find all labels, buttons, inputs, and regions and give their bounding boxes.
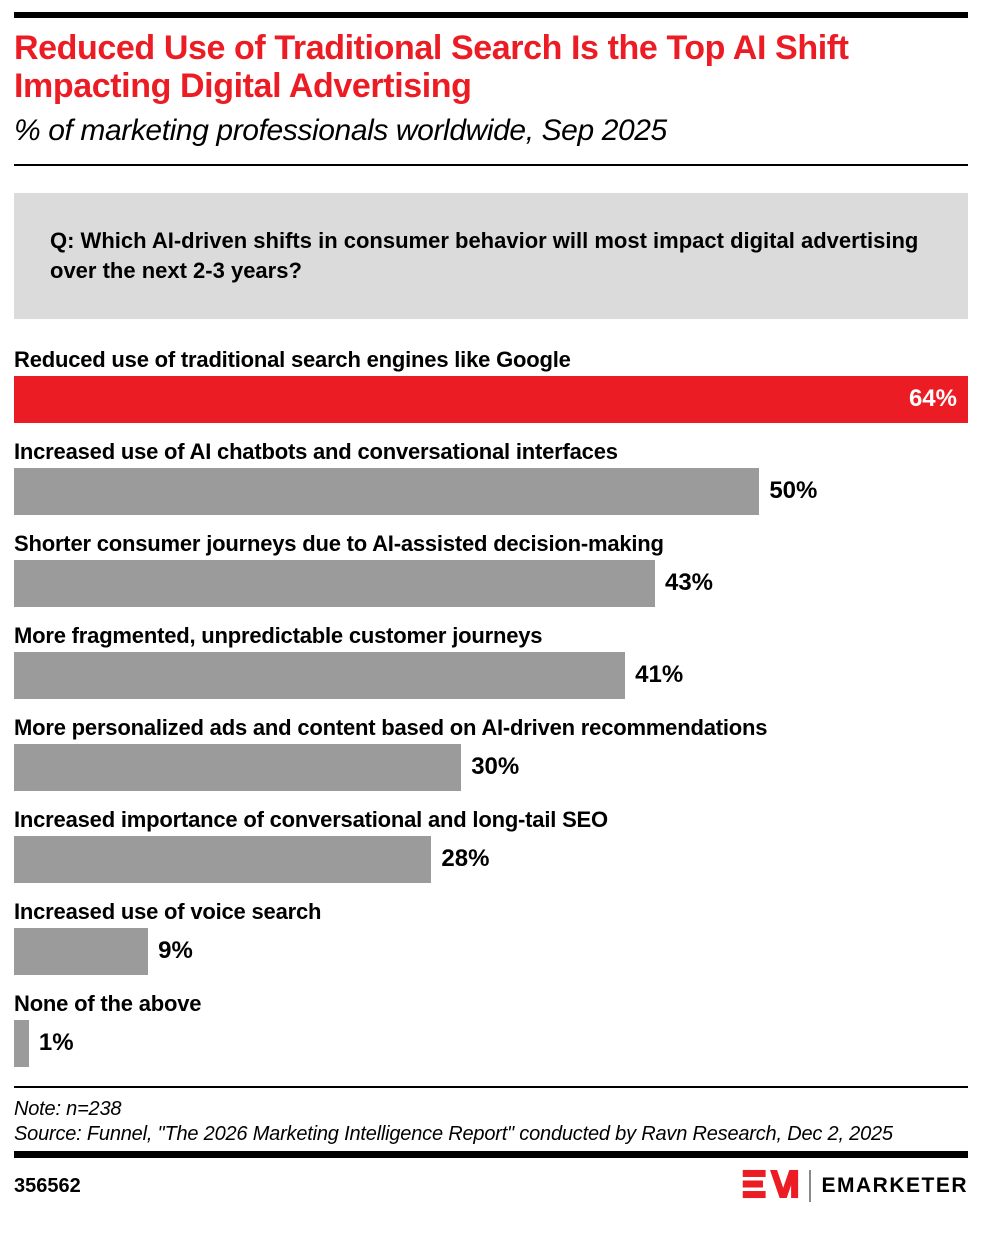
bar-value-label: 1%	[38, 1029, 74, 1057]
emarketer-logo-icon	[741, 1167, 799, 1206]
chart-row: Reduced use of traditional search engine…	[14, 346, 968, 423]
category-label: Shorter consumer journeys due to AI-assi…	[14, 530, 664, 556]
category-label: Increased use of voice search	[14, 898, 322, 924]
bar-track: 64%	[14, 375, 968, 423]
survey-question-box: Q: Which AI-driven shifts in consumer be…	[14, 192, 968, 319]
category-label: None of the above	[14, 990, 202, 1016]
chart-notes: Note: n=238 Source: Funnel, "The 2026 Ma…	[14, 1097, 968, 1147]
chart-row: More personalized ads and content based …	[14, 714, 968, 791]
bar-value-label: 41%	[635, 661, 684, 689]
footer-bar: 356562 EMARKETER	[14, 1167, 968, 1206]
category-label: More personalized ads and content based …	[14, 714, 768, 740]
bar	[14, 1019, 29, 1067]
chart-row: Increased use of AI chatbots and convers…	[14, 438, 968, 515]
bar	[14, 927, 149, 975]
bar	[14, 467, 760, 515]
top-rule	[14, 12, 968, 18]
category-label: Reduced use of traditional search engine…	[14, 346, 571, 372]
bar-track: 1%	[14, 1019, 968, 1067]
bar-track: 43%	[14, 559, 968, 607]
bottom-rule	[14, 1150, 968, 1158]
logo-divider	[809, 1170, 812, 1203]
note-text: Note: n=238	[14, 1097, 122, 1120]
bar	[14, 835, 432, 883]
bar-value-label: 64%	[908, 385, 957, 413]
source-text: Source: Funnel, "The 2026 Marketing Inte…	[14, 1122, 893, 1145]
chart-row: Increased use of voice search 9%	[14, 898, 968, 975]
bar-value-label: 50%	[769, 477, 818, 505]
category-label: Increased use of AI chatbots and convers…	[14, 438, 618, 464]
bar-track: 28%	[14, 835, 968, 883]
bar	[14, 651, 626, 699]
chart-id: 356562	[14, 1174, 81, 1197]
bar-track: 41%	[14, 651, 968, 699]
bar-track: 30%	[14, 743, 968, 791]
bar-value-label: 28%	[441, 845, 490, 873]
bar-chart: Reduced use of traditional search engine…	[14, 346, 968, 1067]
chart-row: More fragmented, unpredictable customer …	[14, 622, 968, 699]
bar	[14, 559, 655, 607]
bar-track: 50%	[14, 467, 968, 515]
bar-track: 9%	[14, 927, 968, 975]
bar: 64%	[14, 375, 968, 423]
brand-name: EMARKETER	[821, 1174, 968, 1198]
chart-row: Shorter consumer journeys due to AI-assi…	[14, 530, 968, 607]
bar-value-label: 43%	[664, 569, 714, 597]
emarketer-logo: EMARKETER	[741, 1167, 968, 1206]
bar	[14, 743, 462, 791]
survey-question-text: Q: Which AI-driven shifts in consumer be…	[50, 227, 919, 283]
bar-value-label: 30%	[471, 753, 520, 781]
chart-row: Increased importance of conversational a…	[14, 806, 968, 883]
page-subtitle: % of marketing professionals worldwide, …	[14, 113, 667, 147]
footer-divider	[14, 1085, 968, 1088]
category-label: More fragmented, unpredictable customer …	[14, 622, 543, 648]
category-label: Increased importance of conversational a…	[14, 806, 608, 832]
bar-value-label: 9%	[158, 937, 193, 965]
page-title: Reduced Use of Traditional Search Is the…	[14, 29, 849, 106]
chart-row: None of the above 1%	[14, 990, 968, 1067]
header-divider	[14, 163, 968, 166]
